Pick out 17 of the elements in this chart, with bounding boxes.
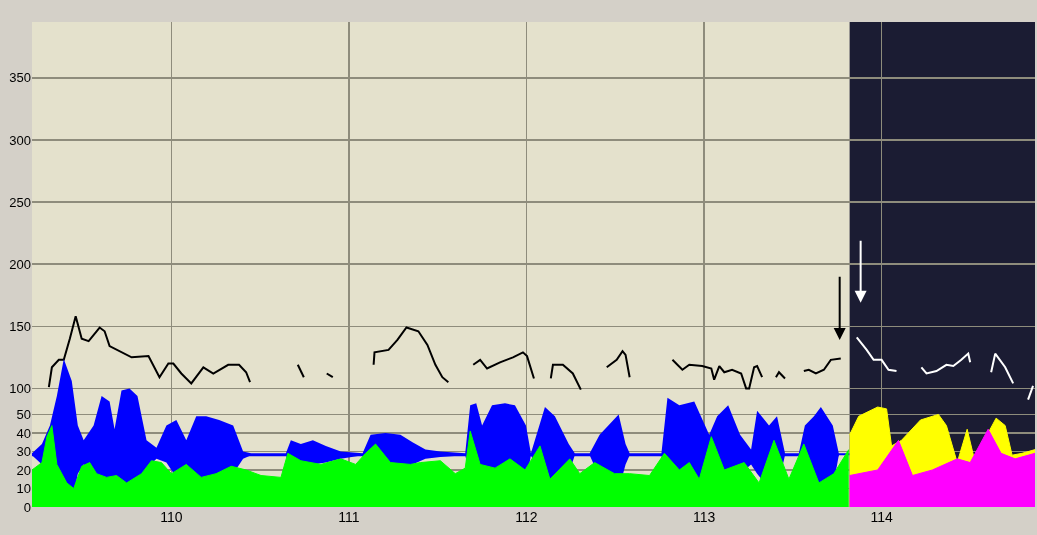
y2-tick-label: 0 — [23, 499, 31, 515]
x-tick-label: 113 — [692, 509, 716, 525]
y-tick-label: 150 — [9, 318, 31, 334]
y-tick-label: 100 — [9, 380, 31, 396]
y-tick-label: 300 — [9, 132, 31, 148]
y-tick-label: 250 — [9, 194, 31, 210]
y2-tick-label: 40 — [16, 425, 31, 441]
y-tick-label: 350 — [9, 70, 31, 86]
y2-tick-label: 20 — [16, 462, 31, 478]
x-tick-label: 111 — [338, 509, 360, 525]
x-tick-label: 114 — [870, 509, 893, 525]
x-tick-label: 110 — [160, 509, 183, 525]
y2-tick-label: 30 — [16, 444, 31, 460]
y2-tick-label: 50 — [16, 406, 31, 422]
x-tick-label: 112 — [515, 509, 538, 525]
y2-tick-label: 10 — [16, 481, 31, 497]
y-tick-label: 200 — [9, 256, 31, 272]
